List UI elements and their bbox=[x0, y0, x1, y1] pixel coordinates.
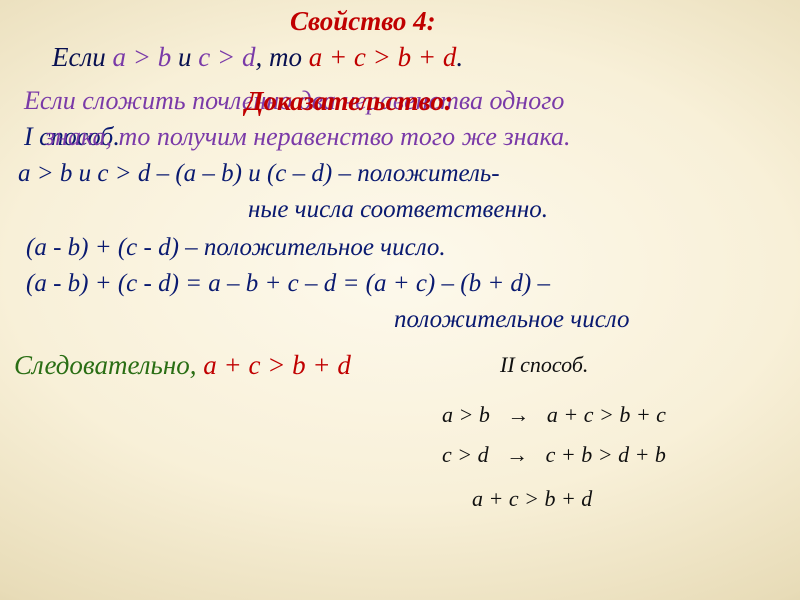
theorem-prefix: Если bbox=[52, 42, 113, 72]
method2-row3: a + c > b + d bbox=[472, 486, 592, 511]
theorem-result: a + c > b + d bbox=[309, 42, 457, 72]
arrow-icon: → bbox=[495, 402, 541, 427]
theorem-line: Если a > b и c > d, то a + c > b + d. bbox=[52, 42, 463, 73]
property-title: Свойство 4: bbox=[290, 6, 436, 37]
m2-r2-left: c > d bbox=[442, 442, 489, 467]
theorem-and: и bbox=[171, 42, 198, 72]
conclusion-main: a + c > b + d bbox=[203, 350, 351, 380]
overlay2-tail-prefix: знака, то bbox=[45, 122, 150, 151]
conclusion-prefix: Следовательно, bbox=[14, 350, 203, 380]
proof-line-2: (a - b) + (c - d) – положительное число. bbox=[26, 234, 446, 263]
conclusion: Следовательно, a + c > b + d bbox=[14, 350, 351, 381]
proof-line-3a: (a - b) + (c - d) = a – b + c – d = (a +… bbox=[26, 270, 550, 299]
overlay2-tail-rest: получим неравенство того же знака. bbox=[150, 122, 570, 151]
m2-r1-right: a + c > b + c bbox=[547, 402, 666, 427]
method2-row2: c > d → c + b > d + b bbox=[442, 442, 666, 467]
proof-line-1a: a > b и c > d – (a – b) и (c – d) – поло… bbox=[18, 160, 500, 189]
theorem-cond1: a > b bbox=[113, 42, 172, 72]
theorem-dot: . bbox=[456, 42, 463, 72]
method2-row1: a > b → a + c > b + c bbox=[442, 402, 666, 427]
theorem-cond2: c > d bbox=[198, 42, 255, 72]
proof-line-3b: положительное число bbox=[394, 306, 630, 335]
arrow-icon: → bbox=[494, 442, 540, 467]
m2-r1-left: a > b bbox=[442, 402, 490, 427]
proof-heading: Доказательство: bbox=[245, 86, 453, 117]
theorem-to: , то bbox=[255, 42, 308, 72]
method2-title: II способ. bbox=[500, 352, 588, 377]
proof-line-1b: ные числа соответственно. bbox=[248, 196, 548, 225]
m2-r2-right: c + b > d + b bbox=[546, 442, 666, 467]
overlay2-tail: знака, то получим неравенство того же зн… bbox=[45, 122, 571, 152]
